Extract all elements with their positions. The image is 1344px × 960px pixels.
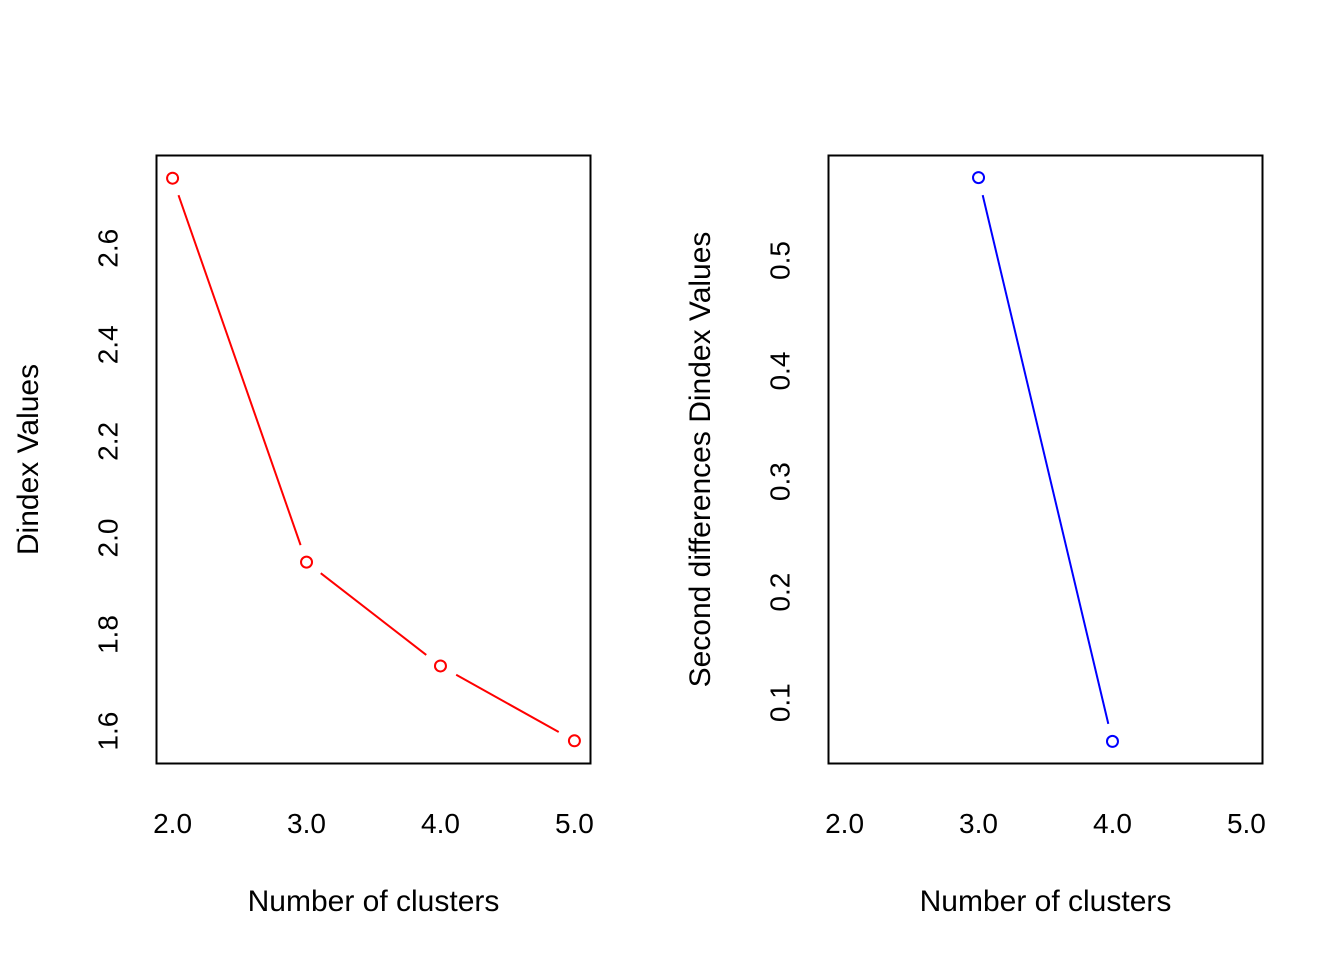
y-tick-label: 2.4 bbox=[93, 325, 124, 364]
y-tick-label: 2.2 bbox=[93, 422, 124, 461]
y-axis-title: Dindex Values bbox=[12, 364, 45, 555]
x-axis-title: Number of clusters bbox=[920, 885, 1172, 918]
y-tick-label: 0.1 bbox=[765, 683, 796, 722]
y-tick-label: 1.8 bbox=[93, 615, 124, 654]
series-line-segment bbox=[320, 572, 427, 656]
data-point[interactable] bbox=[166, 171, 180, 185]
y-tick-label: 0.2 bbox=[765, 573, 796, 612]
y-tick-label: 2.0 bbox=[93, 519, 124, 558]
y-tick-label: 0.4 bbox=[765, 352, 796, 391]
y-tick-label: 0.5 bbox=[765, 241, 796, 280]
x-tick-label: 3.0 bbox=[959, 808, 998, 839]
plot-box bbox=[155, 154, 592, 765]
x-tick-label: 5.0 bbox=[1227, 808, 1266, 839]
data-point[interactable] bbox=[300, 555, 314, 569]
y-tick-label: 2.6 bbox=[93, 229, 124, 268]
x-tick-label: 2.0 bbox=[825, 808, 864, 839]
data-point[interactable] bbox=[972, 171, 986, 185]
data-point[interactable] bbox=[1105, 734, 1119, 748]
data-point[interactable] bbox=[567, 734, 581, 748]
plot-box bbox=[827, 154, 1264, 765]
dindex-plot-panel: 2.0 3.0 4.0 5.0 1.6 1.8 2.0 2.2 2.4 2.6 Number of … bbox=[12, 154, 594, 918]
y-tick-label: 0.3 bbox=[765, 462, 796, 501]
x-tick-label: 2.0 bbox=[153, 808, 192, 839]
y-axis-title: Second differences Dindex Values bbox=[684, 232, 717, 688]
x-tick-label: 3.0 bbox=[287, 808, 326, 839]
second-differences-plot-panel: 2.0 3.0 4.0 5.0 0.1 0.2 0.3 0.4 0.5 Number of clu… bbox=[684, 154, 1266, 918]
series-line-segment bbox=[177, 194, 302, 546]
x-axis-title: Number of clusters bbox=[248, 885, 500, 918]
x-tick-label: 5.0 bbox=[555, 808, 594, 839]
series-line-segment bbox=[981, 194, 1110, 725]
x-tick-label: 4.0 bbox=[1093, 808, 1132, 839]
x-tick-label: 4.0 bbox=[421, 808, 460, 839]
y-tick-label: 1.6 bbox=[93, 712, 124, 751]
series-line-segment bbox=[455, 673, 560, 733]
data-point[interactable] bbox=[433, 659, 447, 673]
